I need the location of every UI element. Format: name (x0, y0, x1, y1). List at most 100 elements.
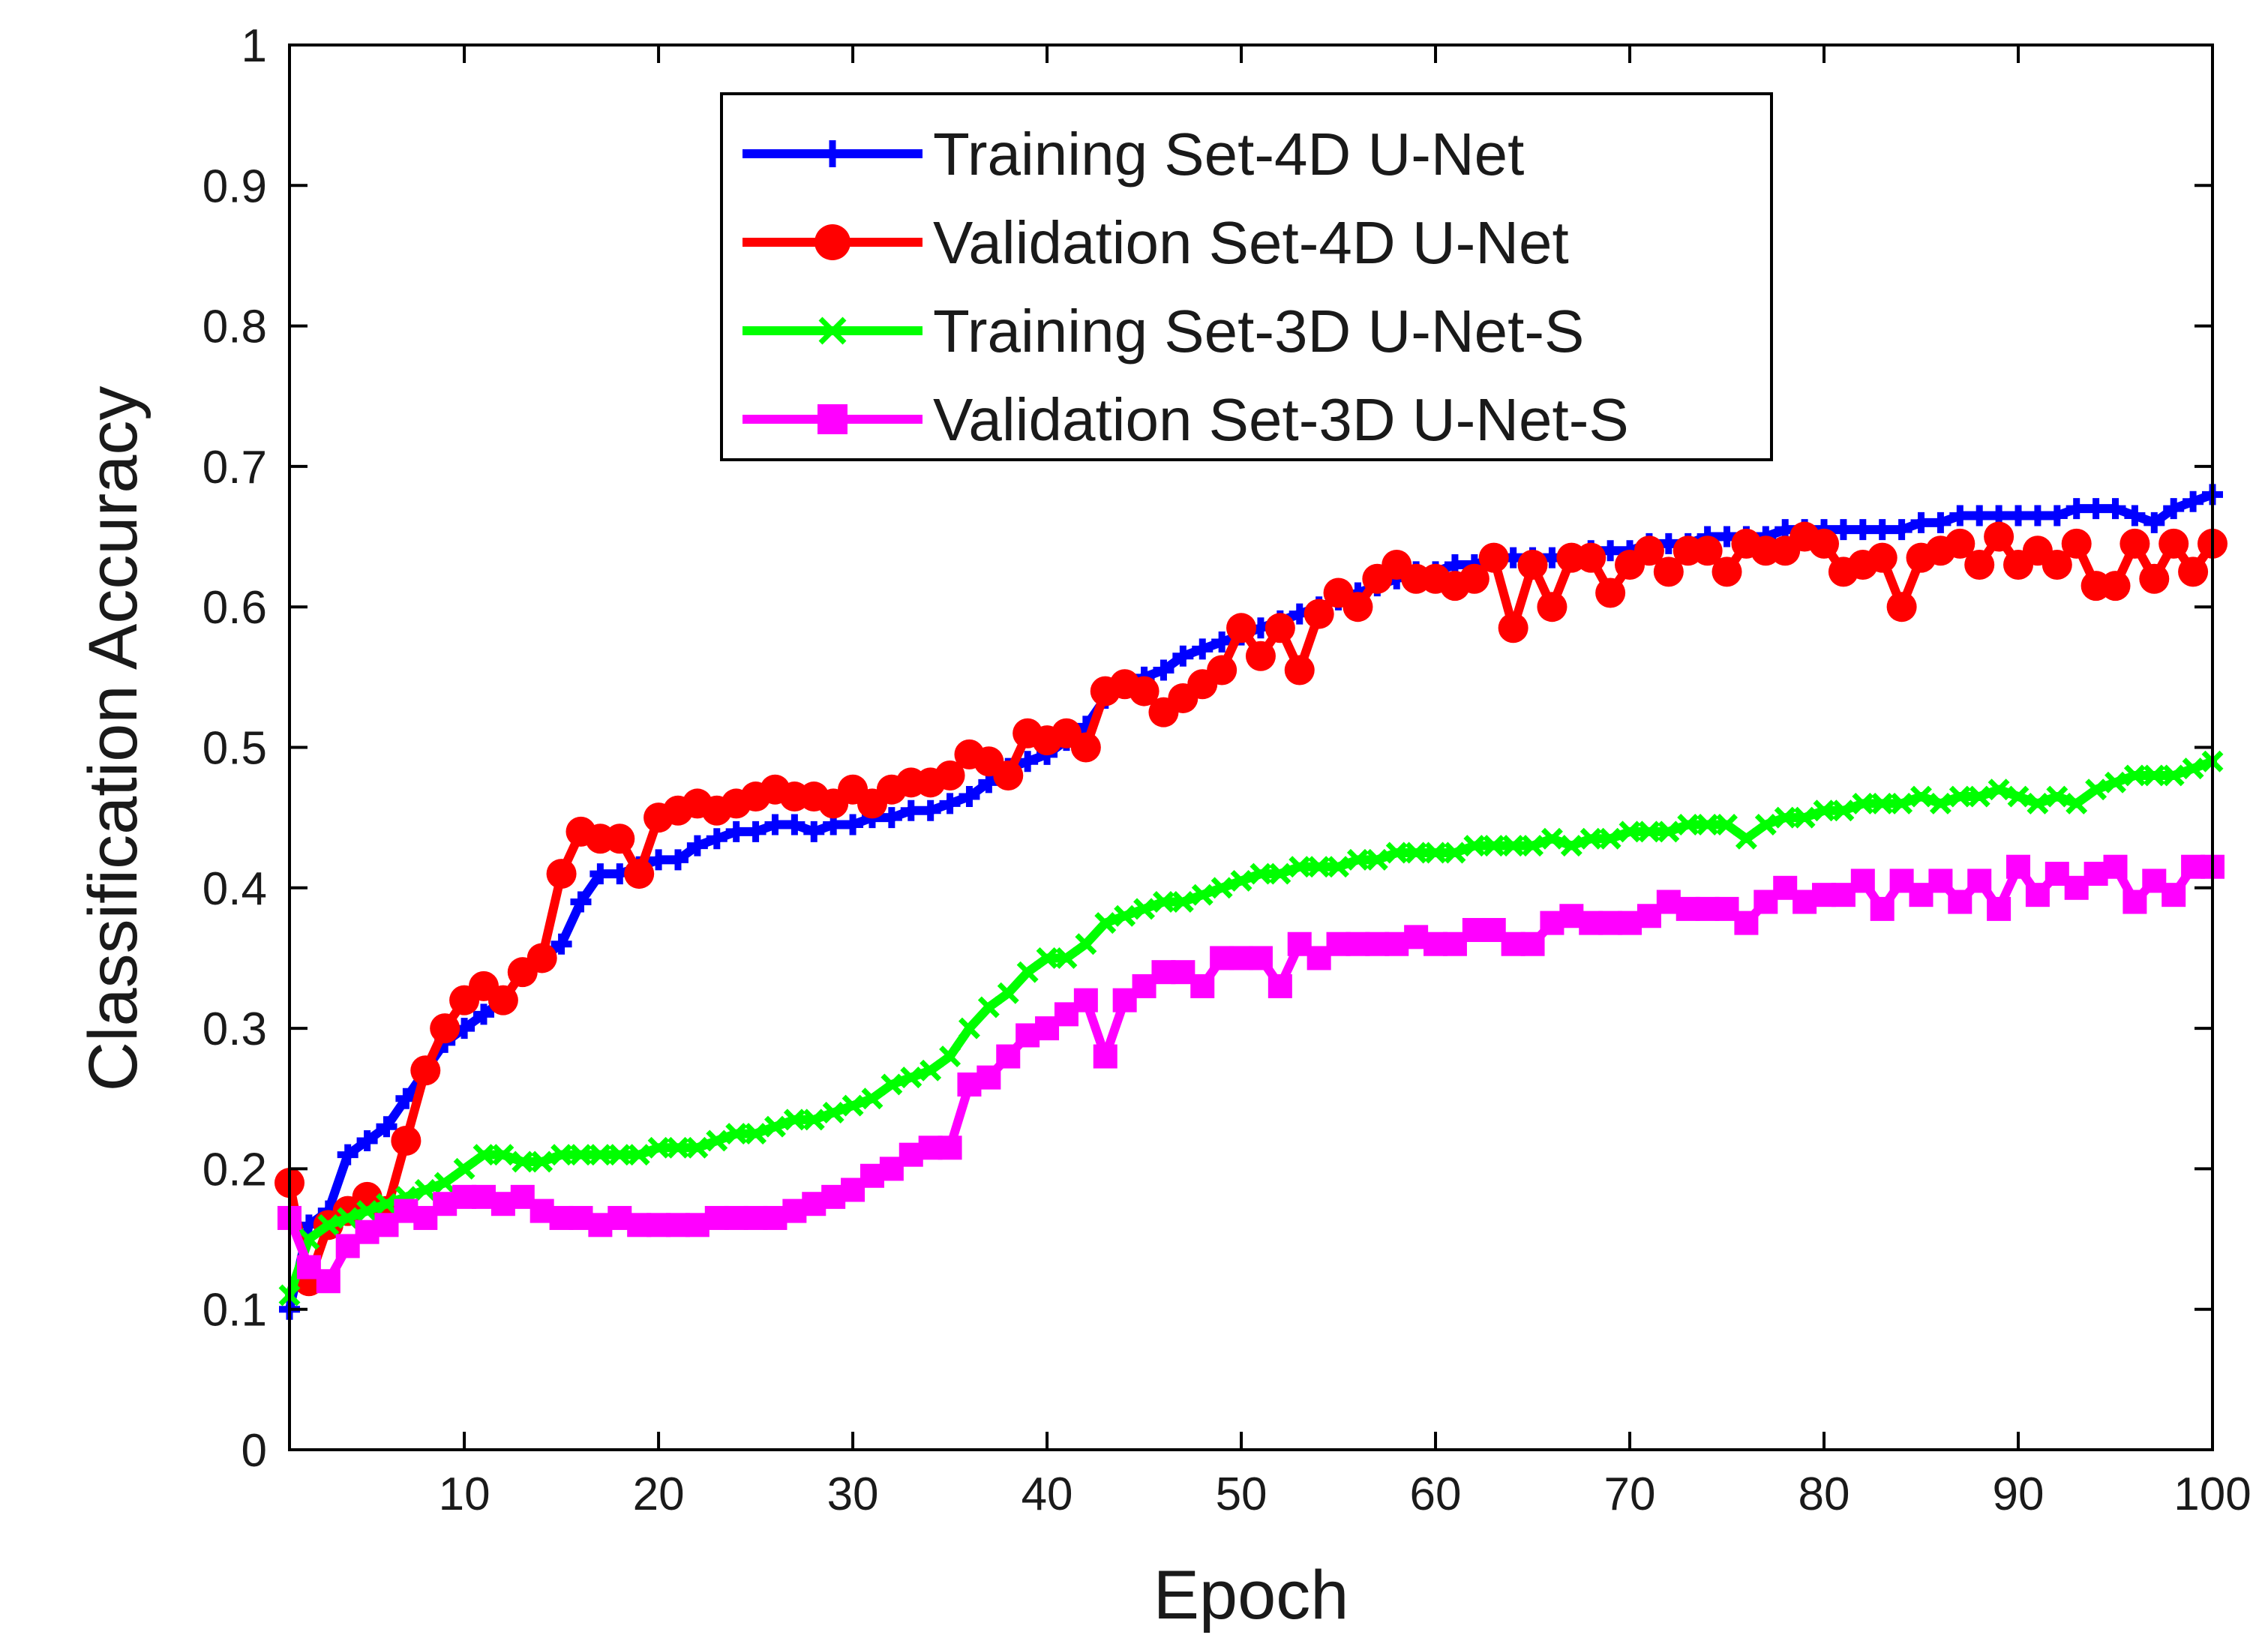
data-point (1094, 912, 1117, 934)
data-point (1886, 592, 1917, 622)
data-point (920, 800, 941, 821)
data-point (1284, 655, 1315, 686)
data-point (1522, 835, 1544, 857)
axes-layer: 0 0.1 0.2 0.3 0.4 0.5 0.6 0.7 0.8 0.9 1 10 20 30 40 50 6… (202, 20, 2252, 1520)
data-point (1483, 835, 1505, 857)
data-point (1967, 868, 1992, 893)
data-point (842, 1094, 864, 1117)
data-point (472, 1004, 494, 1025)
data-point (2006, 854, 2031, 879)
data-point (1945, 528, 1976, 559)
data-point (764, 814, 786, 836)
data-point (784, 814, 806, 836)
data-point (1653, 556, 1684, 587)
series-4 (278, 854, 2224, 1294)
legend-swatch-marker (819, 140, 846, 167)
data-point (686, 1136, 709, 1159)
data-point (1988, 778, 2010, 801)
data-point (1949, 505, 1971, 526)
data-point (1832, 800, 1855, 822)
data-point (745, 820, 766, 842)
data-point (1268, 974, 1292, 998)
data-point (1692, 536, 1723, 566)
data-point (1073, 988, 1098, 1012)
data-point (1463, 835, 1486, 857)
data-point (1502, 835, 1525, 857)
data-point (764, 1115, 786, 1138)
x-tick-label: 30 (827, 1468, 879, 1520)
data-point (939, 793, 961, 814)
data-point (2162, 764, 2185, 787)
data-point (725, 1123, 748, 1145)
data-point (1910, 512, 1932, 533)
data-point (1871, 519, 1893, 541)
data-point (1245, 640, 1276, 671)
legend-swatch-marker (818, 316, 847, 345)
data-point (2042, 550, 2072, 580)
data-point (550, 1144, 573, 1166)
data-point (1734, 910, 1759, 935)
data-point (803, 820, 825, 842)
data-point (1638, 820, 1660, 843)
data-point (861, 1088, 884, 1110)
data-point (958, 1017, 980, 1040)
data-point (880, 1073, 903, 1096)
data-point (745, 1123, 767, 1145)
data-point (1342, 592, 1373, 622)
data-point (376, 1192, 398, 1215)
data-point (1346, 848, 1369, 871)
data-point (1677, 814, 1700, 836)
data-point (1070, 732, 1101, 763)
data-point (647, 1136, 670, 1159)
data-point (1152, 891, 1174, 914)
data-point (1172, 891, 1194, 914)
x-tick-label: 60 (1410, 1468, 1462, 1520)
data-point (1036, 946, 1058, 969)
y-tick-label: 0.5 (202, 723, 267, 775)
data-point (1133, 898, 1156, 920)
legend-item-3: Training Set-3D U-Net-S (742, 298, 1584, 364)
data-point (2139, 563, 2170, 594)
data-point (938, 1136, 962, 1160)
data-point (492, 1144, 514, 1166)
data-point (2104, 771, 2126, 794)
data-point (1093, 1044, 1118, 1069)
data-point (1634, 536, 1664, 566)
data-point (1230, 869, 1252, 892)
data-point (1444, 842, 1466, 864)
data-point (2144, 512, 2165, 533)
data-point (376, 1116, 398, 1138)
legend-label: Training Set-4D U-Net (933, 121, 1524, 188)
data-point (430, 1013, 460, 1044)
data-point (1520, 932, 1545, 956)
data-point (1618, 820, 1641, 843)
data-point (1269, 862, 1292, 885)
data-point (706, 828, 728, 850)
y-tick-label: 1 (242, 20, 267, 72)
legend-label: Validation Set-3D U-Net-S (933, 386, 1629, 453)
data-point (2066, 498, 2087, 520)
data-point (1210, 877, 1233, 899)
data-point (667, 849, 688, 871)
data-point (1055, 946, 1078, 969)
data-point (1930, 512, 1952, 533)
data-point (1328, 856, 1350, 878)
data-point (1405, 842, 1427, 864)
data-point (2061, 528, 2092, 559)
data-point (1517, 550, 1548, 580)
data-point (1016, 961, 1039, 983)
series-3 (278, 750, 2224, 1306)
y-tick-label: 0 (242, 1425, 267, 1477)
data-point (356, 1130, 378, 1151)
data-point (2026, 505, 2048, 526)
data-point (608, 1144, 631, 1166)
data-point (2008, 505, 2030, 526)
data-point (316, 1269, 340, 1294)
data-point (1153, 659, 1174, 681)
data-point (977, 996, 1000, 1018)
data-point (337, 1144, 358, 1166)
y-tick-label: 0.3 (202, 1004, 267, 1055)
series-2 (274, 521, 2228, 1297)
data-point (1813, 800, 1835, 822)
